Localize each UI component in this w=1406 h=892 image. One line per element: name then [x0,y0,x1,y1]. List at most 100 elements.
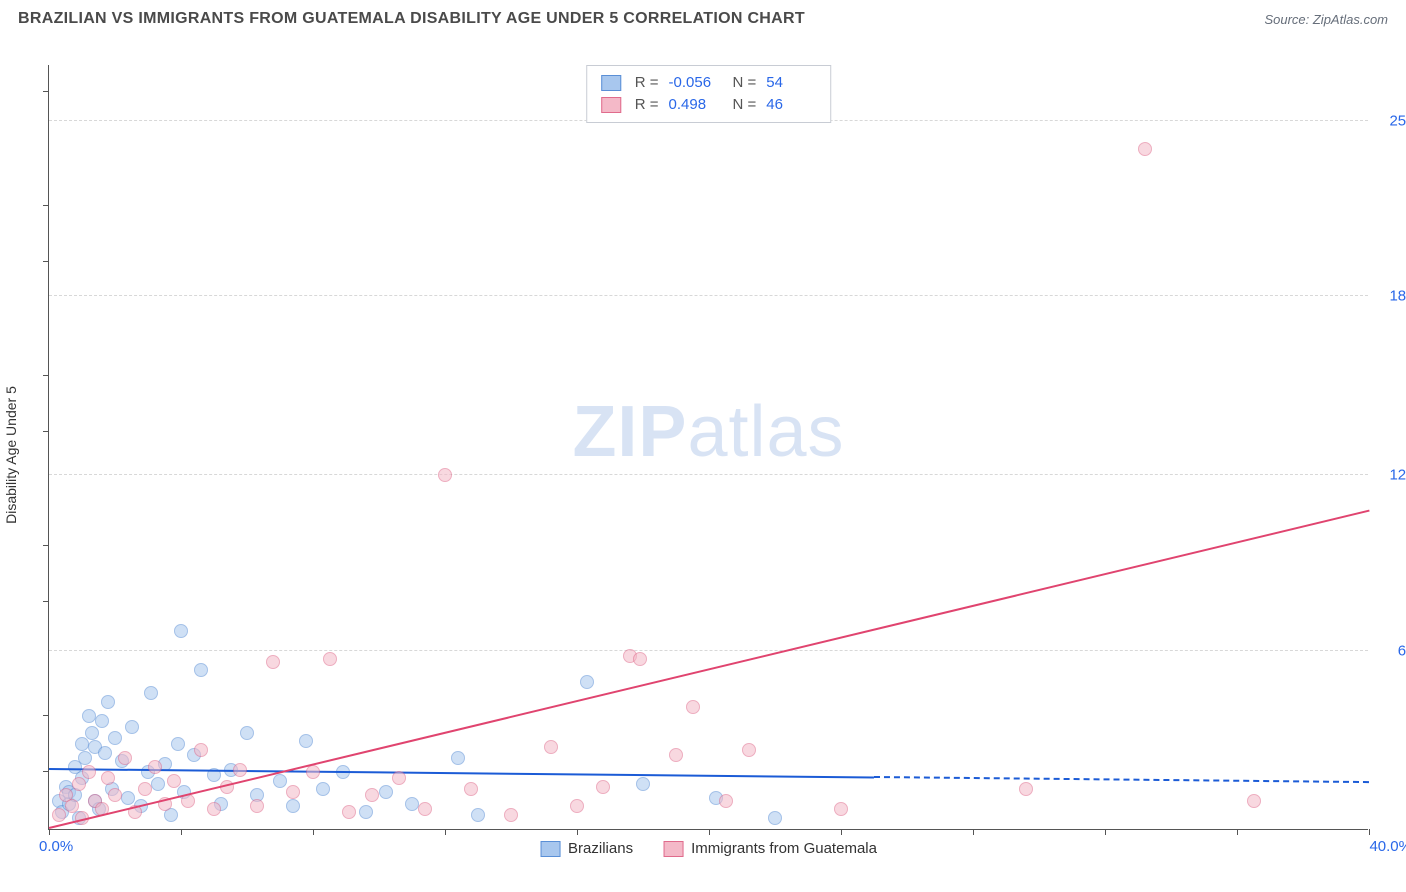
y-tick-label: 25.0% [1389,112,1406,129]
x-tick [1237,829,1238,835]
y-tick [43,261,49,262]
x-tick [313,829,314,835]
trend-line-guatemala [49,510,1369,829]
legend-row-series-1: R = 0.498 N = 46 [601,94,817,116]
data-point-guatemala [306,765,320,779]
data-point-guatemala [233,763,247,777]
x-tick [841,829,842,835]
x-tick [1369,829,1370,835]
data-point-brazilians [82,709,96,723]
data-point-guatemala [323,652,337,666]
data-point-guatemala [834,802,848,816]
y-tick [43,375,49,376]
data-point-guatemala [504,808,518,822]
data-point-brazilians [108,731,122,745]
data-point-brazilians [471,808,485,822]
data-point-brazilians [194,663,208,677]
data-point-guatemala [669,748,683,762]
x-tick [1105,829,1106,835]
legend-swatch-series-0 [601,75,621,91]
data-point-guatemala [438,468,452,482]
y-tick-label: 6.3% [1398,642,1406,659]
data-point-brazilians [316,782,330,796]
data-point-guatemala [392,771,406,785]
y-axis-label: Disability Age Under 5 [3,386,19,524]
data-point-brazilians [768,811,782,825]
data-point-guatemala [719,794,733,808]
stat-n-label: N = [733,72,757,94]
data-point-brazilians [98,746,112,760]
data-point-guatemala [544,740,558,754]
data-point-guatemala [418,802,432,816]
x-tick [445,829,446,835]
data-point-guatemala [365,788,379,802]
legend-swatch-series-1 [663,841,683,857]
legend-item-series-1: Immigrants from Guatemala [663,840,877,857]
data-point-brazilians [379,785,393,799]
data-point-guatemala [286,785,300,799]
legend-label: Brazilians [568,840,633,857]
data-point-guatemala [167,774,181,788]
data-point-brazilians [636,777,650,791]
x-tick [709,829,710,835]
stat-n-value: 46 [766,94,816,116]
data-point-brazilians [405,797,419,811]
data-point-guatemala [108,788,122,802]
watermark: ZIPatlas [572,391,844,473]
y-tick [43,91,49,92]
data-point-brazilians [273,774,287,788]
data-point-brazilians [174,624,188,638]
legend-label: Immigrants from Guatemala [691,840,877,857]
plot-area: Disability Age Under 5 ZIPatlas 0.0% 40.… [48,65,1368,830]
y-tick [43,205,49,206]
y-tick [43,601,49,602]
data-point-guatemala [207,802,221,816]
data-point-brazilians [78,751,92,765]
data-point-guatemala [464,782,478,796]
x-tick [577,829,578,835]
data-point-brazilians [451,751,465,765]
data-point-brazilians [580,675,594,689]
stat-r-value: 0.498 [669,94,719,116]
x-max-label: 40.0% [1369,838,1406,855]
x-tick [181,829,182,835]
data-point-guatemala [250,799,264,813]
legend-item-series-0: Brazilians [540,840,633,857]
stat-r-label: R = [635,72,659,94]
x-tick [973,829,974,835]
y-tick-label: 12.5% [1389,466,1406,483]
data-point-guatemala [570,799,584,813]
y-tick [43,771,49,772]
legend-swatch-series-1 [601,97,621,113]
grid-line [49,295,1368,296]
data-point-guatemala [1019,782,1033,796]
legend-swatch-series-0 [540,841,560,857]
grid-line [49,650,1368,651]
x-tick [49,829,50,835]
stat-r-label: R = [635,94,659,116]
data-point-brazilians [299,734,313,748]
y-tick [43,715,49,716]
legend-correlation: R = -0.056 N = 54 R = 0.498 N = 46 [586,65,832,123]
data-point-guatemala [72,777,86,791]
data-point-brazilians [101,695,115,709]
source-attribution: Source: ZipAtlas.com [1264,12,1388,27]
data-point-brazilians [240,726,254,740]
stat-n-label: N = [733,94,757,116]
watermark-bold: ZIP [572,392,687,472]
data-point-brazilians [171,737,185,751]
y-tick [43,545,49,546]
stat-n-value: 54 [766,72,816,94]
data-point-guatemala [1138,142,1152,156]
data-point-guatemala [118,751,132,765]
y-tick-label: 18.8% [1389,288,1406,305]
data-point-guatemala [266,655,280,669]
data-point-brazilians [95,714,109,728]
data-point-brazilians [151,777,165,791]
data-point-guatemala [1247,794,1261,808]
data-point-brazilians [125,720,139,734]
legend-row-series-0: R = -0.056 N = 54 [601,72,817,94]
trend-line-dash-brazilians [874,776,1369,783]
data-point-guatemala [633,652,647,666]
data-point-guatemala [742,743,756,757]
